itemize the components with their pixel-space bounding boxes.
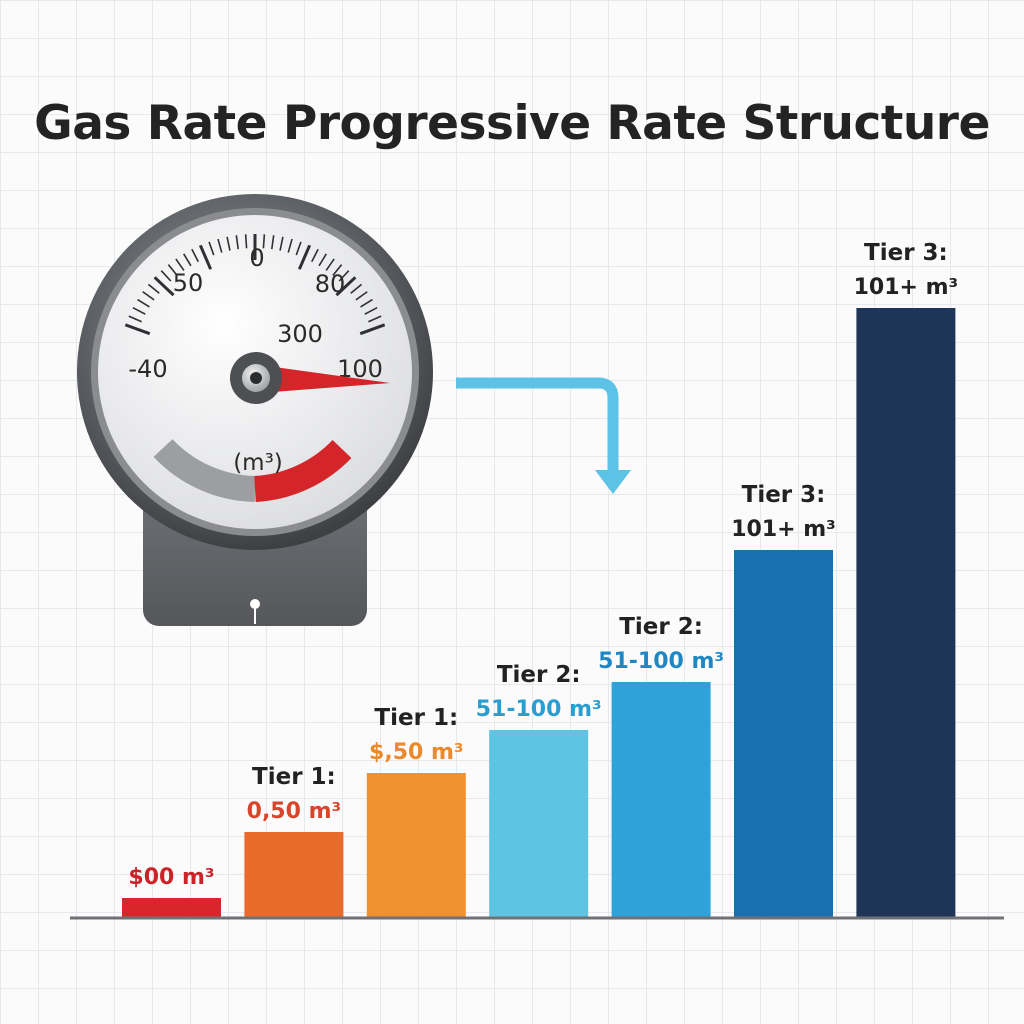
gauge-label: 0 — [249, 244, 264, 272]
bar-tier-label: Tier 2: — [497, 662, 581, 688]
bar — [856, 308, 956, 918]
gauge-tick — [368, 315, 382, 323]
gauge-tick — [147, 283, 160, 294]
gauge-tick — [338, 270, 350, 282]
bar-range-label: $00 m³ — [128, 865, 214, 890]
bar — [734, 550, 833, 918]
gauge-label: 50 — [173, 269, 204, 297]
gauge-tick — [175, 258, 185, 271]
gauge-tick — [137, 298, 150, 308]
gauge-tick — [325, 258, 335, 271]
gauge-arc-red — [253, 439, 352, 502]
gauge-label: 80 — [315, 270, 346, 298]
gauge-tick — [235, 235, 240, 250]
bar-tier-label: Tier 3: — [864, 240, 948, 266]
gauge-tick — [244, 234, 248, 249]
bar-range-label: $,50 m³ — [369, 740, 464, 765]
gauge-tick — [355, 291, 368, 301]
gauge-tick — [142, 291, 155, 301]
gauge-tick — [191, 248, 199, 263]
gauge-arc-gray — [153, 438, 256, 502]
gauge-tick — [153, 276, 175, 297]
gauge-tick — [364, 306, 378, 315]
gauge-tick — [262, 234, 266, 249]
bar-tier-label: Tier 1: — [374, 705, 458, 731]
bar — [244, 832, 344, 918]
gauge-tick — [208, 241, 215, 256]
gauge-tick — [198, 244, 213, 270]
bar-range-label: 101+ m³ — [854, 275, 959, 300]
bar-range-label: 51-100 m³ — [476, 697, 602, 722]
bar-range-label: 51-100 m³ — [598, 649, 724, 674]
gauge-tick — [226, 236, 231, 251]
gauge-tick — [128, 315, 142, 323]
bar-tier-label: Tier 3: — [742, 482, 826, 508]
gauge-unit-label: (m³) — [233, 450, 283, 476]
gauge-valve — [250, 599, 260, 609]
gauge-tick — [160, 270, 172, 282]
bar — [611, 682, 711, 918]
gauge-tick — [124, 323, 151, 336]
gauge-tick — [183, 253, 192, 267]
gauge-tick — [318, 253, 327, 267]
gauge-label: 300 — [277, 320, 323, 348]
gauge-needle — [260, 365, 390, 393]
gauge-tick — [295, 241, 302, 256]
bar-range-label: 101+ m³ — [731, 517, 836, 542]
gauge-tick — [359, 323, 386, 336]
bar-tier-label: Tier 2: — [619, 614, 703, 640]
gauge-tick — [350, 283, 363, 294]
gauge-tick — [287, 238, 293, 253]
chart-title: Gas Rate Progressive Rate Structure — [34, 96, 990, 151]
bar — [489, 730, 589, 918]
bar-range-label: 0,50 m³ — [247, 799, 342, 824]
gauge-tick — [297, 244, 312, 270]
bar — [366, 773, 466, 918]
gauge-tick — [132, 306, 146, 315]
bar-tier-label: Tier 1: — [252, 764, 336, 790]
gauge-tick — [360, 298, 373, 308]
gauge-label: -40 — [128, 355, 167, 383]
gauge-tick — [279, 236, 284, 251]
gauge-tick — [311, 248, 319, 263]
gauge-tick — [332, 264, 343, 276]
gauge-tick — [335, 276, 357, 297]
gauge-ticks — [124, 234, 386, 336]
bar — [122, 898, 221, 918]
gauge-tick — [217, 238, 223, 253]
gauge-tick — [270, 235, 275, 250]
gauge-tick — [167, 264, 178, 276]
